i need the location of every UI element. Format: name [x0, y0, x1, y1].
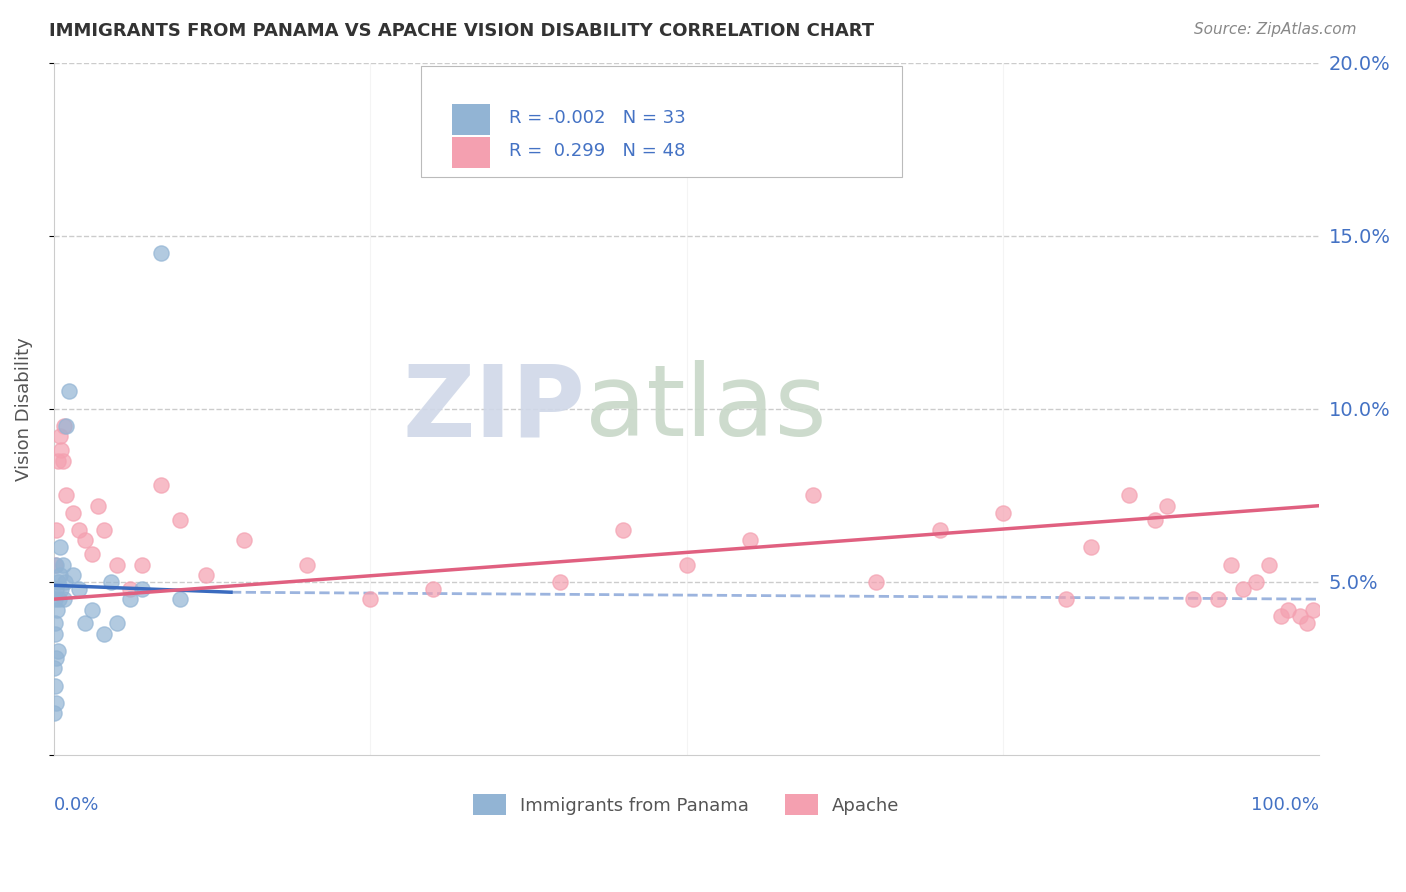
Point	[80, 547, 103, 561]
Point	[67, 523, 90, 537]
Point	[87, 499, 110, 513]
Point	[46, 574, 69, 589]
Point	[131, 582, 153, 596]
Point	[359, 592, 381, 607]
Point	[62, 506, 84, 520]
Point	[44, 558, 66, 572]
Point	[80, 602, 103, 616]
Point	[48, 592, 70, 607]
Point	[422, 582, 444, 596]
Point	[44, 592, 66, 607]
Text: atlas: atlas	[585, 360, 827, 458]
Point	[100, 574, 122, 589]
Point	[46, 453, 69, 467]
Point	[105, 616, 128, 631]
Point	[52, 558, 75, 572]
Point	[150, 246, 173, 260]
Point	[44, 626, 66, 640]
Point	[1054, 592, 1077, 607]
Point	[928, 523, 950, 537]
Point	[93, 626, 115, 640]
Point	[1143, 512, 1166, 526]
Point	[46, 602, 69, 616]
Point	[612, 523, 634, 537]
Point	[45, 651, 67, 665]
Point	[295, 558, 318, 572]
Point	[46, 644, 69, 658]
Point	[49, 429, 72, 443]
Point	[1295, 616, 1317, 631]
Point	[1270, 609, 1292, 624]
Text: Source: ZipAtlas.com: Source: ZipAtlas.com	[1194, 22, 1357, 37]
Point	[1156, 499, 1178, 513]
Bar	[453, 104, 491, 135]
Point	[44, 616, 66, 631]
Point	[51, 582, 73, 596]
Point	[52, 419, 75, 434]
Text: 0.0%: 0.0%	[53, 797, 100, 814]
Point	[75, 616, 97, 631]
Point	[44, 679, 66, 693]
Point	[118, 592, 141, 607]
Point	[1232, 582, 1254, 596]
Point	[49, 540, 72, 554]
Point	[62, 568, 84, 582]
Point	[1257, 558, 1279, 572]
Point	[1244, 574, 1267, 589]
Point	[45, 523, 67, 537]
Text: R = -0.002   N = 33: R = -0.002 N = 33	[509, 109, 686, 127]
Point	[1219, 558, 1241, 572]
Point	[51, 443, 73, 458]
Point	[75, 533, 97, 548]
Point	[1302, 602, 1324, 616]
Point	[55, 488, 77, 502]
Legend: Immigrants from Panama, Apache: Immigrants from Panama, Apache	[474, 794, 900, 815]
Point	[53, 574, 76, 589]
Point	[232, 533, 254, 548]
Point	[675, 558, 697, 572]
Point	[1181, 592, 1204, 607]
Point	[45, 582, 67, 596]
Point	[67, 582, 90, 596]
Point	[58, 384, 80, 399]
Point	[1277, 602, 1299, 616]
FancyBboxPatch shape	[420, 66, 901, 177]
Point	[865, 574, 887, 589]
Text: 100.0%: 100.0%	[1251, 797, 1319, 814]
Point	[49, 568, 72, 582]
Point	[1206, 592, 1229, 607]
Point	[194, 568, 217, 582]
Point	[1118, 488, 1140, 502]
Point	[131, 558, 153, 572]
Point	[118, 582, 141, 596]
Point	[801, 488, 824, 502]
Point	[169, 512, 191, 526]
Bar	[453, 136, 491, 168]
Point	[105, 558, 128, 572]
Point	[991, 506, 1014, 520]
Point	[548, 574, 571, 589]
Text: IMMIGRANTS FROM PANAMA VS APACHE VISION DISABILITY CORRELATION CHART: IMMIGRANTS FROM PANAMA VS APACHE VISION …	[49, 22, 875, 40]
Point	[55, 419, 77, 434]
Point	[738, 533, 761, 548]
Point	[52, 592, 75, 607]
Point	[1289, 609, 1312, 624]
Point	[45, 558, 67, 572]
Point	[1080, 540, 1102, 554]
Point	[44, 661, 66, 675]
Point	[44, 706, 66, 721]
Point	[52, 453, 75, 467]
Point	[169, 592, 191, 607]
Text: ZIP: ZIP	[402, 360, 585, 458]
Point	[93, 523, 115, 537]
Point	[45, 696, 67, 710]
Y-axis label: Vision Disability: Vision Disability	[15, 337, 32, 481]
Point	[150, 478, 173, 492]
Text: R =  0.299   N = 48: R = 0.299 N = 48	[509, 142, 686, 160]
